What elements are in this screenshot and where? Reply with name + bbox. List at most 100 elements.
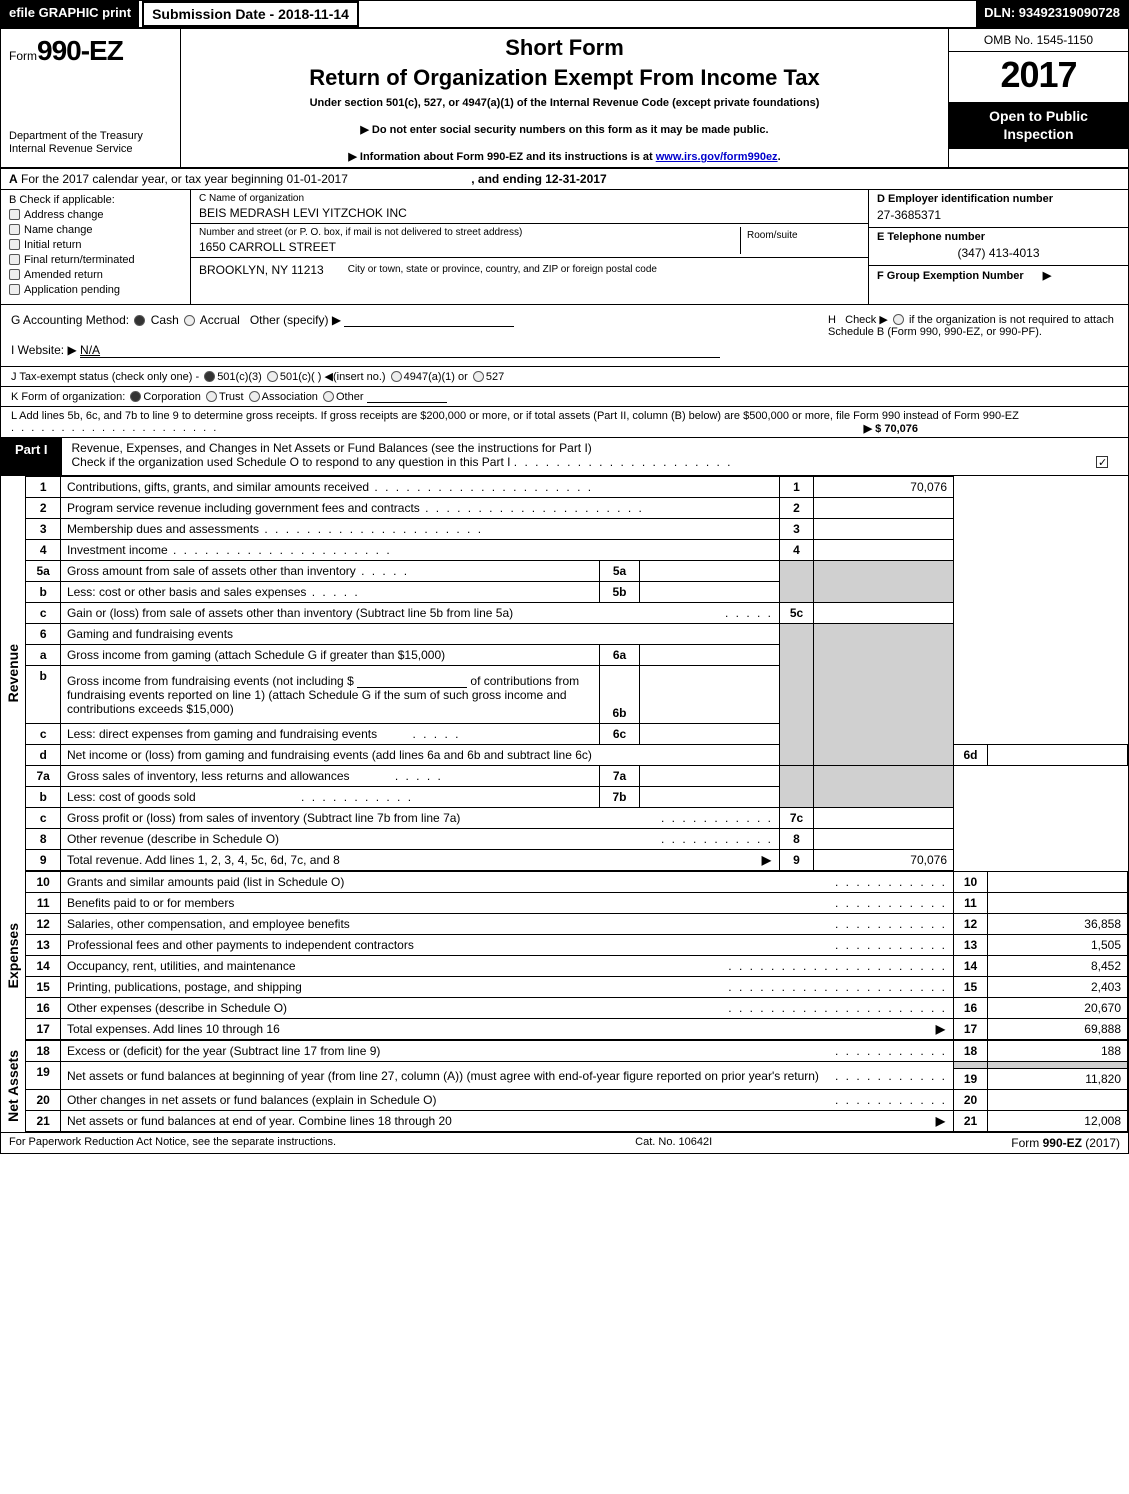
dots xyxy=(661,832,773,846)
grey-amt xyxy=(814,624,954,766)
i-website-input[interactable]: N/A xyxy=(80,343,720,358)
g-other-input[interactable] xyxy=(344,314,514,327)
row-g: G Accounting Method: Cash Accrual Other … xyxy=(11,313,808,327)
line-desc: Contributions, gifts, grants, and simila… xyxy=(67,480,593,494)
chk-label: Name change xyxy=(24,224,93,236)
inbox-val[interactable] xyxy=(640,582,780,603)
line-desc: Net assets or fund balances at beginning… xyxy=(67,1069,819,1083)
note2-prefix: ▶ Information about Form 990-EZ and its … xyxy=(348,151,655,163)
c-name-value: BEIS MEDRASH LEVI YITZCHOK INC xyxy=(199,206,860,220)
chk-final-return[interactable]: Final return/terminated xyxy=(9,254,182,266)
h-checkbox-icon[interactable] xyxy=(893,314,904,325)
part-i-title-text: Revenue, Expenses, and Changes in Net As… xyxy=(72,441,432,455)
form990ez-link[interactable]: www.irs.gov/form990ez xyxy=(656,151,778,163)
line-10: 10 Grants and similar amounts paid (list… xyxy=(26,872,1127,893)
radio-527-icon[interactable] xyxy=(473,371,484,382)
h-label: H xyxy=(828,314,836,326)
line-5b: b Less: cost or other basis and sales ex… xyxy=(26,582,1127,603)
line-amt xyxy=(814,603,954,624)
k-o1: Corporation xyxy=(143,391,200,403)
col-def: D Employer identification number 27-3685… xyxy=(868,190,1128,304)
c-city-value: BROOKLYN, NY 11213 xyxy=(199,263,324,277)
dots xyxy=(390,769,443,783)
chk-label: Initial return xyxy=(24,239,81,251)
line-amt: 188 xyxy=(988,1041,1128,1062)
radio-other-icon[interactable] xyxy=(323,391,334,402)
line-num: 10 xyxy=(26,872,60,893)
line-13: 13 Professional fees and other payments … xyxy=(26,935,1127,956)
line-desc: Other revenue (describe in Schedule O) xyxy=(67,832,279,846)
line-num: 6 xyxy=(26,624,60,645)
line-num: 3 xyxy=(26,519,60,540)
chk-label: Address change xyxy=(24,209,104,221)
radio-corp-icon[interactable] xyxy=(130,391,141,402)
line-box: 11 xyxy=(954,893,988,914)
line-desc-bold: Total revenue. xyxy=(67,853,145,867)
radio-assoc-icon[interactable] xyxy=(249,391,260,402)
g-cash: Cash xyxy=(151,313,179,327)
inbox-val[interactable] xyxy=(640,787,780,808)
line-desc: Salaries, other compensation, and employ… xyxy=(67,917,350,931)
inbox-val[interactable] xyxy=(640,766,780,787)
line-11: 11 Benefits paid to or for members 11 xyxy=(26,893,1127,914)
revenue-side-text: Revenue xyxy=(5,638,21,708)
row-l: L Add lines 5b, 6c, and 7b to line 9 to … xyxy=(1,407,1128,438)
efile-print-button[interactable]: efile GRAPHIC print xyxy=(1,1,140,27)
footer-mid: Cat. No. 10642I xyxy=(635,1136,712,1150)
line-desc: Printing, publications, postage, and shi… xyxy=(67,980,302,994)
room-suite: Room/suite xyxy=(740,227,860,254)
line-amt: 20,670 xyxy=(988,998,1128,1019)
chk-initial-return[interactable]: Initial return xyxy=(9,239,182,251)
line-box: 12 xyxy=(954,914,988,935)
chk-address-change[interactable]: Address change xyxy=(9,209,182,221)
line-num: c xyxy=(26,603,60,624)
i-label: I Website: ▶ xyxy=(11,343,77,357)
line-num: 2 xyxy=(26,498,60,519)
netassets-side-text: Net Assets xyxy=(5,1044,21,1128)
inbox-val[interactable] xyxy=(640,645,780,666)
chk-amended-return[interactable]: Amended return xyxy=(9,269,182,281)
line-box: 4 xyxy=(780,540,814,561)
tax-year: 2017 xyxy=(949,52,1128,102)
k-o3: Association xyxy=(262,391,318,403)
radio-501c3-icon[interactable] xyxy=(204,371,215,382)
top-bar: efile GRAPHIC print Submission Date - 20… xyxy=(1,1,1128,29)
part-i-title: Revenue, Expenses, and Changes in Net As… xyxy=(62,438,1128,475)
part-i-checkbox-icon[interactable] xyxy=(1096,456,1108,468)
chk-application-pending[interactable]: Application pending xyxy=(9,284,182,296)
line-desc: Benefits paid to or for members xyxy=(67,896,234,910)
k-other-input[interactable] xyxy=(367,390,447,403)
inbox-val[interactable] xyxy=(640,561,780,582)
line-desc: Excess or (deficit) for the year (Subtra… xyxy=(67,1044,380,1058)
inbox-val[interactable] xyxy=(640,666,780,724)
c-city-label: City or town, state or province, country… xyxy=(348,264,657,275)
line-6a: a Gross income from gaming (attach Sched… xyxy=(26,645,1127,666)
grey-box xyxy=(780,561,814,603)
fundraising-amount-input[interactable] xyxy=(357,675,467,688)
inbox-val[interactable] xyxy=(640,724,780,745)
line-desc: Grants and similar amounts paid (list in… xyxy=(67,875,344,889)
radio-accrual-icon[interactable] xyxy=(184,315,195,326)
j-o3: 4947(a)(1) or xyxy=(404,371,468,383)
line-5c: c Gain or (loss) from sale of assets oth… xyxy=(26,603,1127,624)
cell-e-phone: E Telephone number (347) 413-4013 xyxy=(869,228,1128,266)
radio-501c-icon[interactable] xyxy=(267,371,278,382)
j-text: (check only one) - xyxy=(112,371,199,383)
footer-right: Form 990-EZ (2017) xyxy=(1011,1136,1120,1150)
radio-4947-icon[interactable] xyxy=(391,371,402,382)
form-prefix: Form xyxy=(9,49,37,63)
dln-label: DLN: 93492319090728 xyxy=(976,1,1128,27)
line-amt xyxy=(814,808,954,829)
submission-date: Submission Date - 2018-11-14 xyxy=(142,1,359,27)
radio-cash-icon[interactable] xyxy=(134,315,145,326)
f-label: F Group Exemption Number xyxy=(877,270,1024,282)
g-label: G Accounting Method: xyxy=(11,313,129,327)
row-a-label: A xyxy=(9,172,18,186)
chk-name-change[interactable]: Name change xyxy=(9,224,182,236)
spacer xyxy=(359,1,976,27)
line-num: d xyxy=(26,745,60,766)
line-5a: 5a Gross amount from sale of assets othe… xyxy=(26,561,1127,582)
radio-trust-icon[interactable] xyxy=(206,391,217,402)
line-desc: Other expenses (describe in Schedule O) xyxy=(67,1001,287,1015)
line-num: a xyxy=(26,645,60,666)
